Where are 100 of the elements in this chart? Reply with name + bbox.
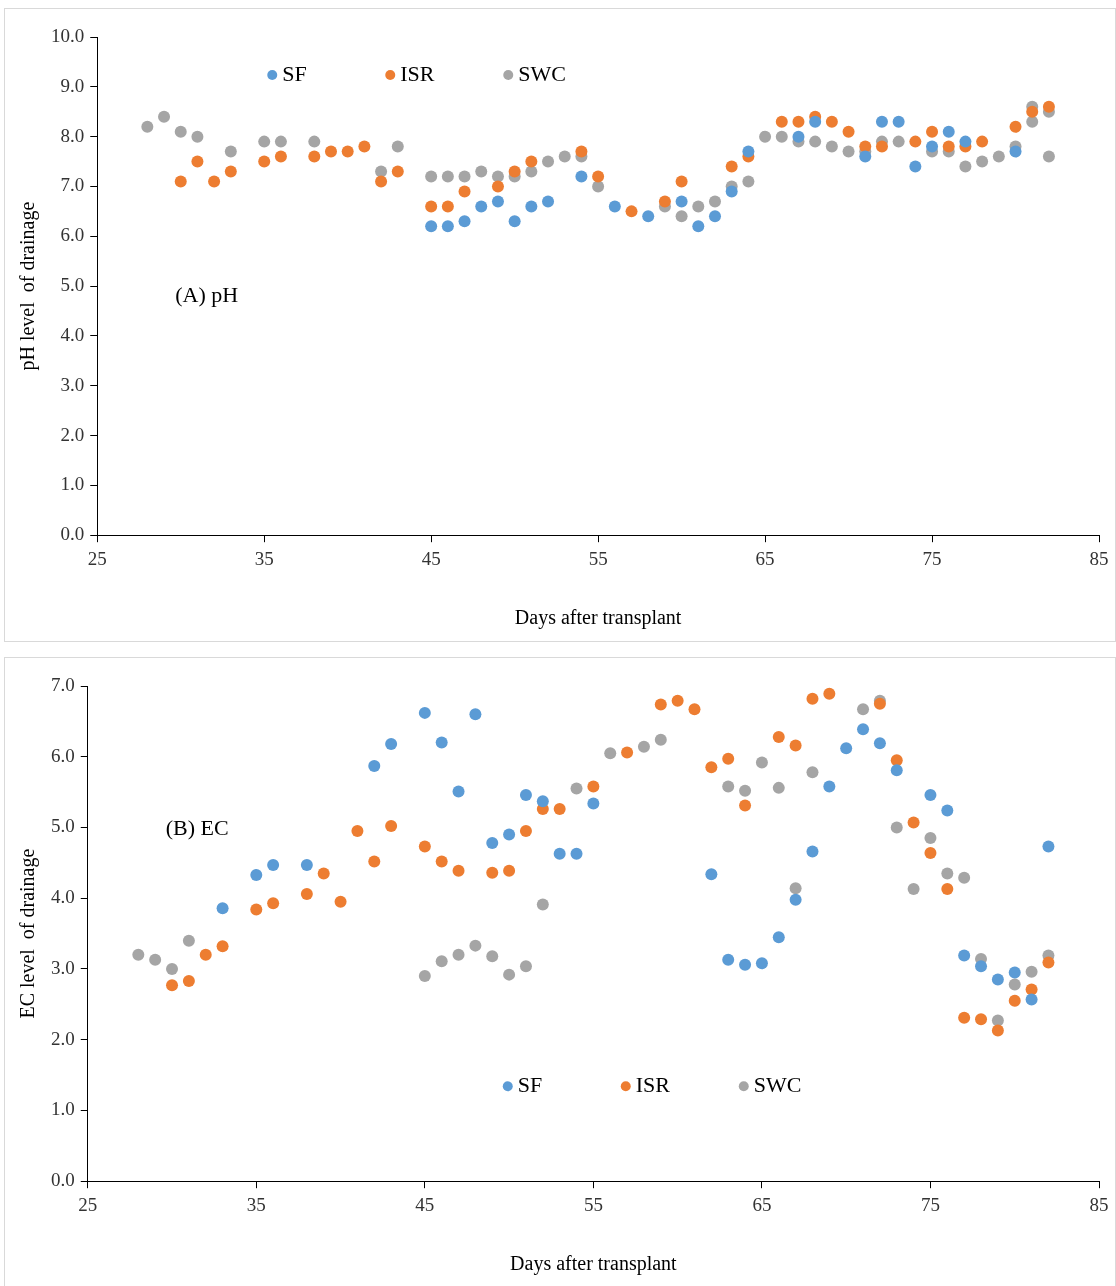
point [1025, 983, 1038, 996]
point [722, 780, 735, 793]
point [558, 150, 571, 163]
point [658, 195, 671, 208]
point [1009, 145, 1022, 158]
point [1042, 956, 1055, 969]
y-tick-label: 9.0 [60, 74, 85, 96]
point [907, 883, 920, 896]
y-tick-label: 2.0 [51, 1027, 75, 1049]
point [709, 195, 721, 208]
point [525, 155, 538, 168]
point [385, 820, 398, 833]
point [208, 175, 221, 188]
point [608, 200, 621, 213]
y-axis-title: pH level of drainage [16, 201, 40, 371]
point [570, 782, 583, 795]
y-tick-label: 7.0 [51, 673, 75, 695]
point [224, 165, 237, 178]
y-tick-label: 0.0 [51, 1169, 75, 1191]
x-tick-label: 85 [1089, 1193, 1109, 1215]
point [368, 759, 381, 772]
point [503, 968, 516, 981]
point [755, 957, 768, 970]
point [174, 125, 187, 138]
point [941, 883, 954, 896]
point [149, 953, 162, 966]
point [1042, 100, 1055, 113]
point [926, 140, 939, 153]
point [941, 804, 954, 817]
point [166, 962, 179, 975]
point [132, 948, 145, 961]
point [675, 210, 688, 223]
point [857, 703, 870, 716]
x-tick-label: 55 [588, 547, 608, 569]
y-tick-label: 4.0 [60, 323, 85, 345]
point [924, 788, 937, 801]
point [452, 864, 465, 877]
point [141, 120, 154, 133]
x-tick-label: 65 [752, 1193, 772, 1215]
point [174, 175, 187, 188]
point [441, 170, 454, 183]
point [553, 847, 566, 860]
y-tick-label: 1.0 [51, 1098, 75, 1120]
point [441, 220, 454, 233]
point [775, 115, 788, 128]
point [536, 795, 549, 808]
point [1009, 120, 1022, 133]
point [809, 135, 822, 148]
point [452, 785, 465, 798]
point [435, 855, 448, 868]
point [191, 155, 204, 168]
point [308, 150, 321, 163]
legend-label: ISR [400, 60, 435, 86]
point [592, 180, 605, 193]
point [909, 135, 922, 148]
x-tick-label: 75 [920, 1193, 940, 1215]
point [216, 902, 229, 915]
point [942, 125, 955, 138]
point [759, 130, 772, 143]
point [642, 210, 655, 223]
point [469, 708, 482, 721]
point [857, 723, 870, 736]
point [688, 703, 701, 716]
point [542, 195, 555, 208]
point [425, 220, 438, 233]
point [258, 155, 271, 168]
point [942, 140, 955, 153]
point [391, 165, 404, 178]
legend-label: SF [517, 1071, 543, 1097]
point [892, 115, 905, 128]
point [587, 797, 600, 810]
point [859, 150, 872, 163]
annotation: (A) pH [175, 281, 239, 307]
point [825, 115, 838, 128]
point [418, 706, 431, 719]
y-tick-label: 8.0 [60, 124, 85, 146]
y-tick-label: 6.0 [60, 224, 85, 246]
point [772, 730, 785, 743]
point [519, 788, 532, 801]
point [508, 165, 521, 178]
point [317, 867, 330, 880]
x-tick-label: 45 [421, 547, 441, 569]
point [508, 215, 521, 228]
point [166, 979, 179, 992]
legend-label: SWC [753, 1071, 802, 1097]
point [742, 145, 755, 158]
point [1008, 978, 1021, 991]
point [806, 692, 819, 705]
point [840, 742, 853, 755]
point [991, 973, 1004, 986]
point [792, 130, 805, 143]
legend-label: ISR [635, 1071, 671, 1097]
point [486, 837, 499, 850]
point [1042, 840, 1055, 853]
point [842, 145, 855, 158]
point [469, 939, 482, 952]
point [458, 185, 471, 198]
point [452, 948, 465, 961]
point [823, 780, 836, 793]
point [553, 803, 566, 816]
